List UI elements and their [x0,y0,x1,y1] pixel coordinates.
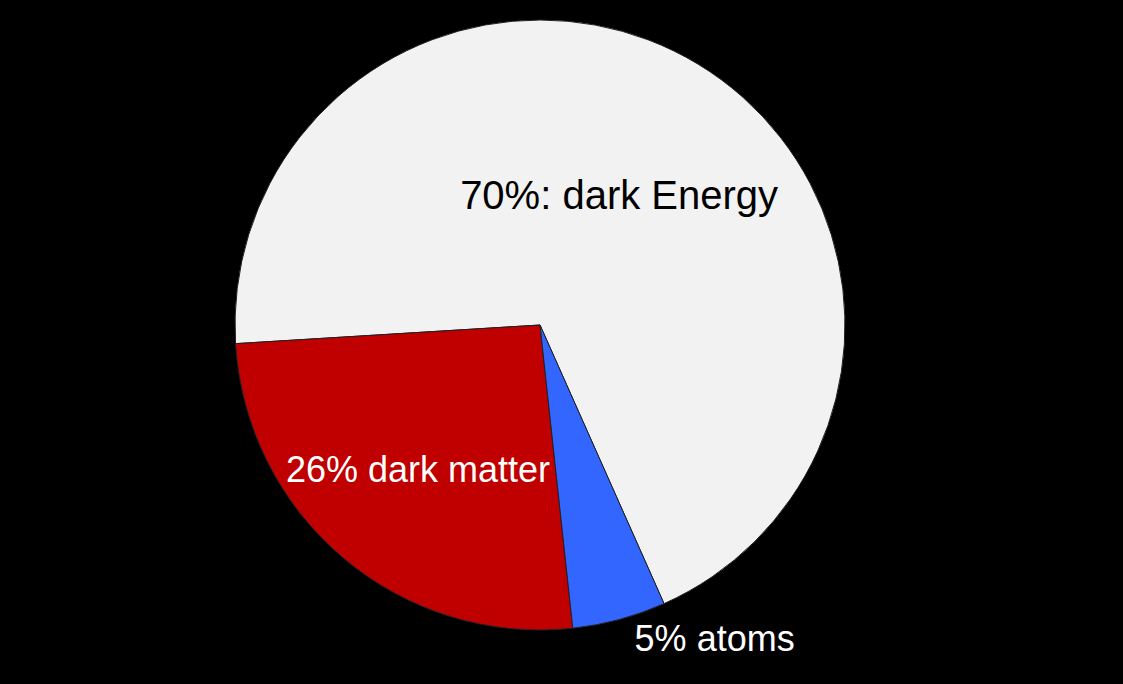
svg-text:70%: dark Energy: 70%: dark Energy [460,173,778,217]
svg-text:5% atoms: 5% atoms [635,618,795,659]
svg-text:26% dark matter: 26% dark matter [286,449,550,490]
